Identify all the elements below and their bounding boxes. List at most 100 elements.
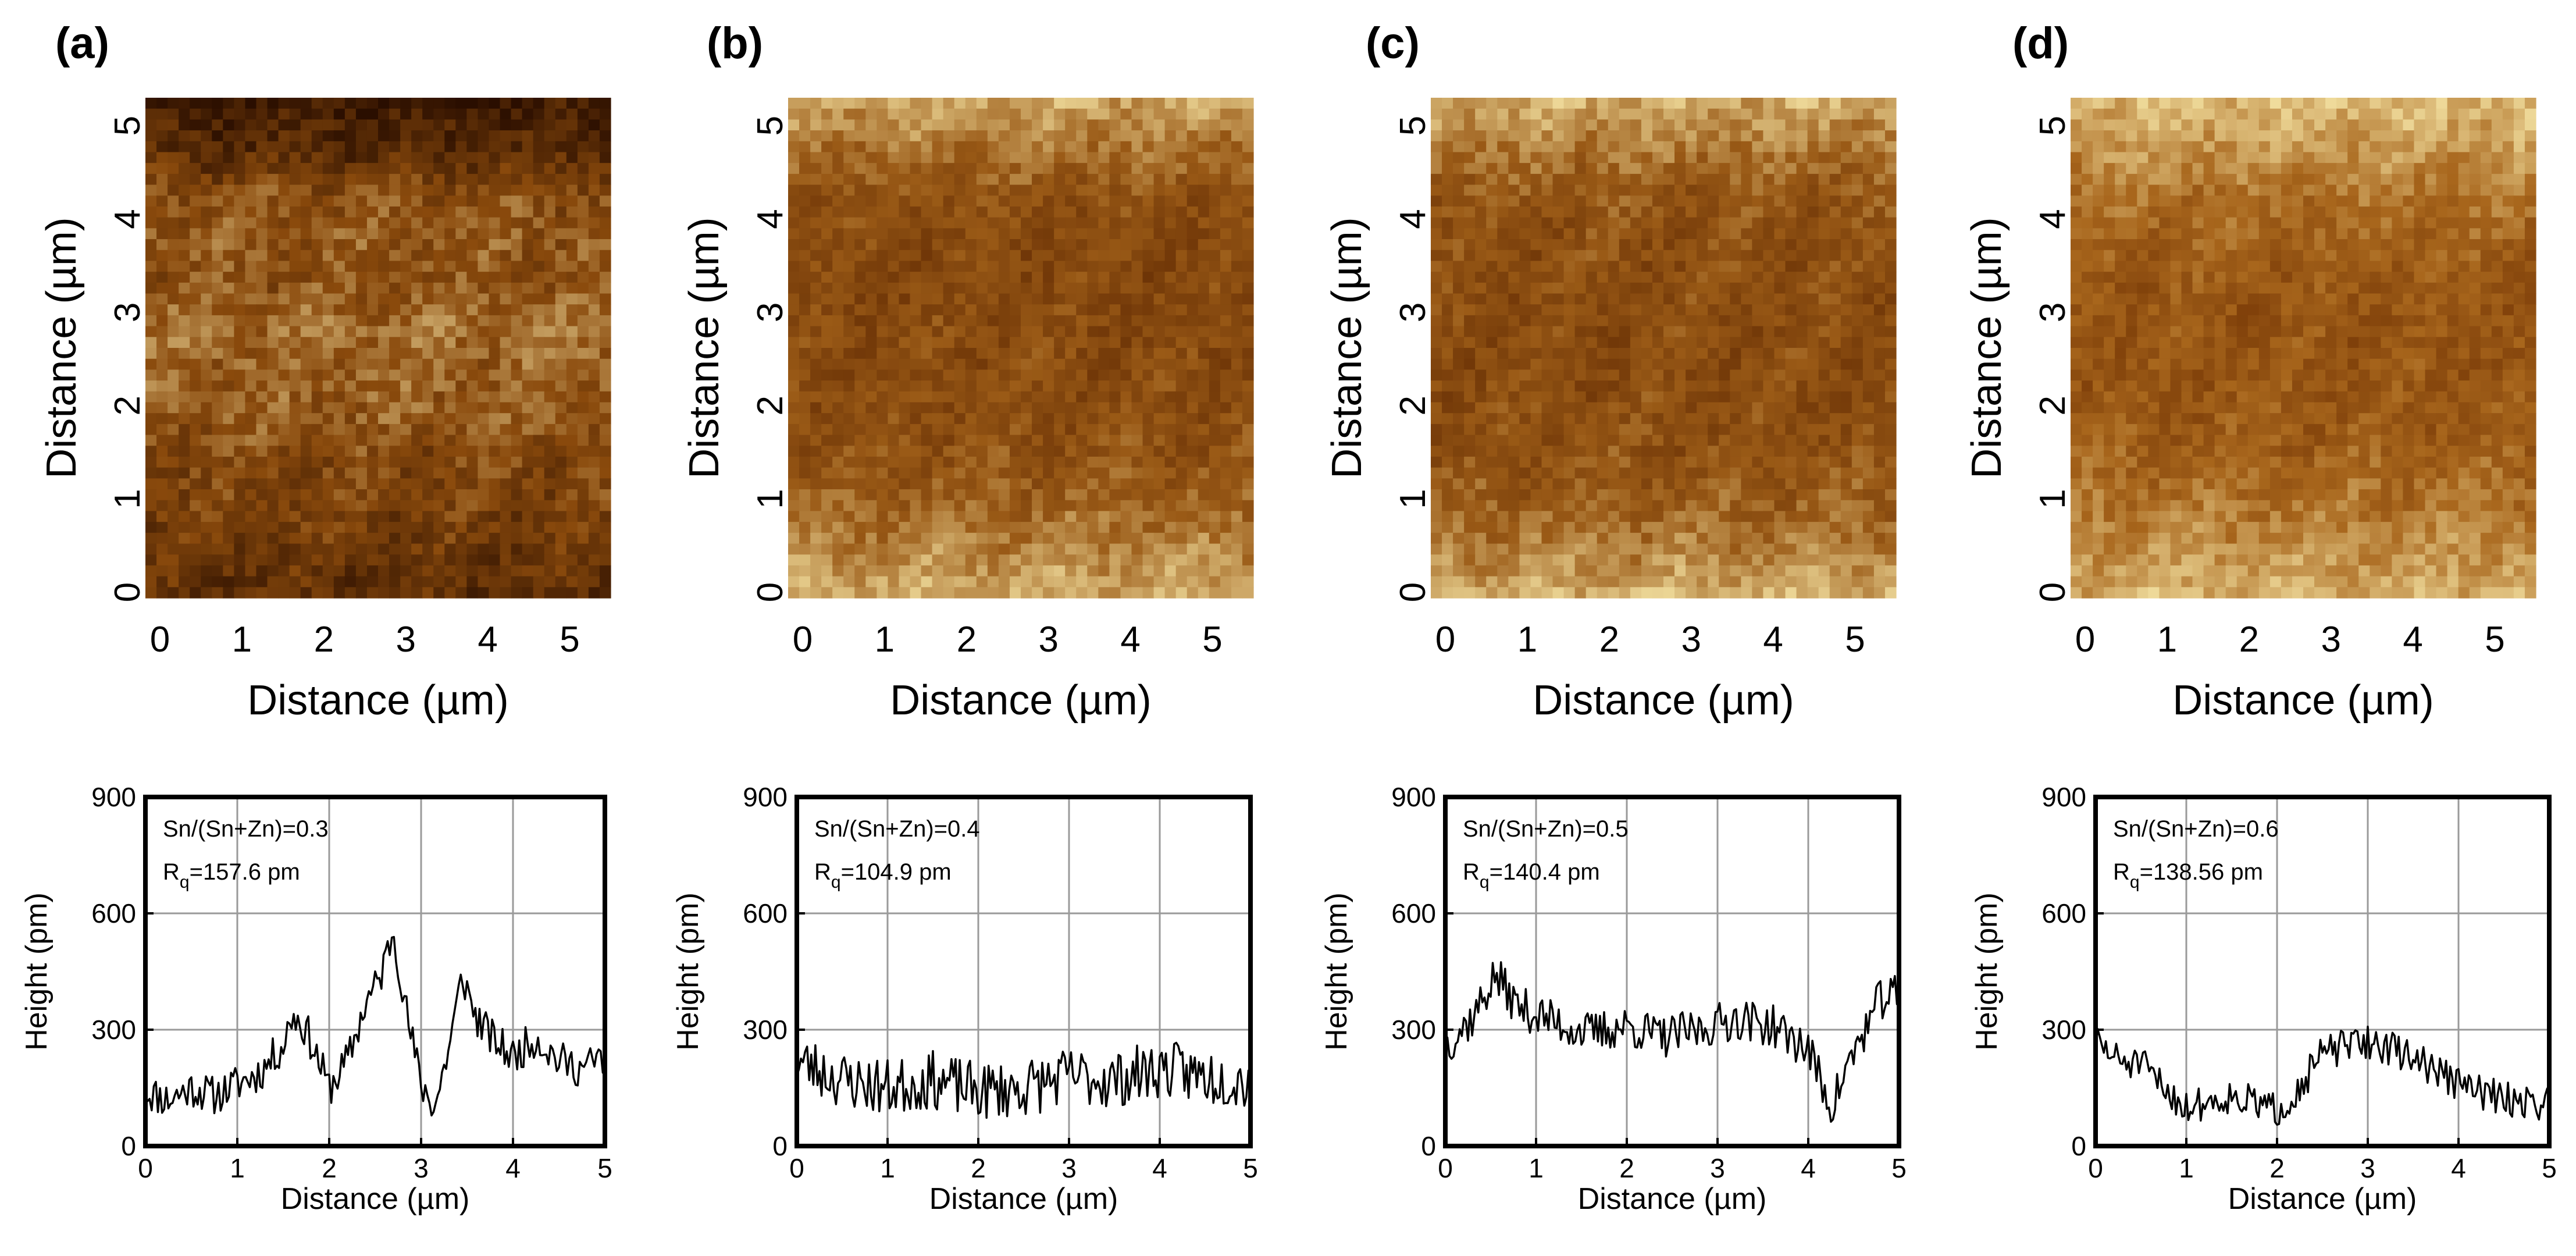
afm-pixel <box>245 293 257 305</box>
afm-pixel <box>1851 108 1864 120</box>
afm-pixel <box>466 576 479 588</box>
afm-pixel <box>1719 369 1730 381</box>
afm-pixel <box>256 435 268 446</box>
afm-pixel <box>987 304 999 316</box>
afm-pixel <box>998 228 1010 240</box>
afm-pixel <box>821 272 833 283</box>
afm-pixel <box>234 272 246 283</box>
afm-pixel <box>1829 119 1841 131</box>
afm-pixel <box>965 348 977 360</box>
afm-pixel <box>478 565 490 577</box>
afm-pixel <box>1109 467 1121 479</box>
afm-pixel <box>278 500 290 512</box>
afm-pixel <box>1851 250 1864 262</box>
afm-pixel <box>998 272 1010 283</box>
afm-pixel <box>899 261 911 272</box>
afm-pixel <box>234 119 246 131</box>
afm-pixel <box>533 195 545 207</box>
afm-pixel <box>577 293 589 305</box>
afm-pixel <box>1807 304 1819 316</box>
afm-pixel <box>1464 217 1476 229</box>
afm-pixel <box>1231 456 1243 468</box>
afm-pixel <box>466 369 479 381</box>
afm-pixel <box>1043 358 1054 370</box>
afm-pixel <box>344 206 357 218</box>
afm-pixel <box>234 98 246 109</box>
afm-pixel <box>389 293 401 305</box>
afm-pixel <box>168 282 179 294</box>
afm-pixel <box>1829 272 1841 283</box>
afm-pixel <box>278 576 290 588</box>
afm-pixel <box>1098 500 1110 512</box>
afm-pixel <box>588 195 600 207</box>
afm-pixel <box>544 467 556 479</box>
afm-pixel <box>976 358 988 370</box>
afm-pixel <box>411 228 423 240</box>
afm-pixel <box>1442 130 1453 142</box>
afm-pixel <box>877 467 889 479</box>
afm-pixel <box>899 511 911 522</box>
afm-pixel <box>179 587 190 599</box>
afm-pixel <box>389 380 401 392</box>
afm-pixel <box>1231 467 1243 479</box>
afm-pixel <box>378 446 390 457</box>
afm-pixel <box>1076 489 1088 501</box>
afm-pixel <box>1142 315 1155 327</box>
afm-pixel <box>322 543 334 555</box>
afm-pixel <box>1043 217 1054 229</box>
afm-pixel <box>311 402 323 414</box>
afm-pixel <box>400 565 412 577</box>
afm-pixel <box>267 98 279 109</box>
afm-pixel <box>511 478 523 490</box>
afm-pixel <box>201 435 212 446</box>
afm-pixel <box>976 163 988 175</box>
afm-pixel <box>1220 489 1232 501</box>
afm-pixel <box>1076 446 1088 457</box>
afm-pixel <box>1873 348 1886 360</box>
afm-pixel <box>267 282 279 294</box>
afm-pixel <box>821 358 833 370</box>
afm-pixel <box>954 163 966 175</box>
afm-pixel <box>145 261 157 272</box>
afm-pixel <box>1608 304 1620 316</box>
afm-pixel <box>821 532 833 545</box>
afm-pixel <box>843 141 855 153</box>
afm-pixel <box>1475 304 1487 316</box>
afm-pixel <box>1054 500 1066 512</box>
afm-pixel <box>1164 348 1177 360</box>
afm-pixel <box>145 217 157 229</box>
afm-pixel <box>1674 282 1686 294</box>
afm-pixel <box>1175 446 1188 457</box>
afm-pixel <box>289 446 301 457</box>
afm-pixel <box>500 239 512 251</box>
afm-pixel <box>355 108 368 120</box>
afm-pixel <box>899 446 911 457</box>
afm-pixel <box>1840 228 1852 240</box>
afm-pixel <box>987 456 999 468</box>
afm-pixel <box>1674 228 1686 240</box>
afm-pixel <box>500 206 512 218</box>
afm-pixel <box>1021 358 1032 370</box>
afm-pixel <box>954 456 966 468</box>
afm-pixel <box>888 315 900 327</box>
afm-pixel <box>500 446 512 457</box>
afm-pixel <box>500 261 512 272</box>
afm-pixel <box>832 261 844 272</box>
afm-pixel <box>910 195 922 207</box>
afm-pixel <box>899 272 911 283</box>
afm-pixel <box>366 315 379 327</box>
afm-pixel <box>179 293 190 305</box>
afm-pixel <box>1054 272 1066 283</box>
afm-pixel <box>1220 532 1232 545</box>
afm-pixel <box>577 163 589 175</box>
afm-pixel <box>976 467 988 479</box>
afm-pixel <box>466 348 479 360</box>
afm-pixel <box>1619 358 1631 370</box>
afm-pixel <box>1142 500 1155 512</box>
afm-pixel <box>223 478 234 490</box>
afm-pixel <box>333 195 345 207</box>
afm-pixel <box>1120 391 1132 403</box>
afm-pixel <box>943 467 955 479</box>
afm-pixel <box>1076 543 1088 555</box>
afm-pixel <box>522 391 534 403</box>
